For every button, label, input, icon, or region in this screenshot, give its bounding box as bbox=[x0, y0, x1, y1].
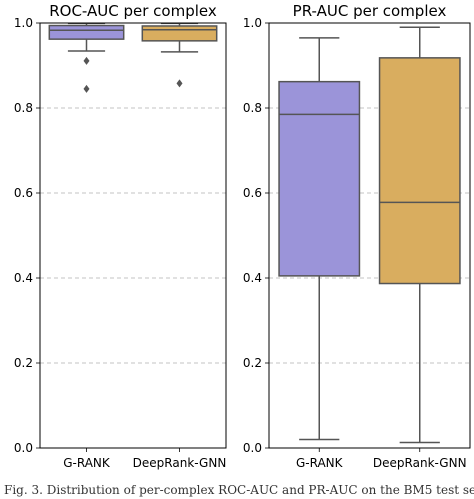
x-tick-label: DeepRank-GNN bbox=[373, 456, 467, 470]
y-tick-label: 0.2 bbox=[14, 356, 33, 370]
outlier-point bbox=[176, 79, 183, 88]
box-g-rank bbox=[278, 80, 361, 277]
y-tick-label: 0.4 bbox=[14, 271, 33, 285]
outlier-point bbox=[83, 84, 90, 93]
y-tick-label: 0.6 bbox=[243, 186, 262, 200]
y-tick-label: 0.4 bbox=[243, 271, 262, 285]
plot-frame bbox=[268, 22, 471, 449]
figure-caption: Fig. 3. Distribution of per-complex ROC-… bbox=[4, 483, 474, 497]
y-tick-label: 0.0 bbox=[243, 441, 262, 455]
chart-panel-2: 0.0 0.2 0.4 0.6 0.8 1.0 G-RANK DeepRank-GNN PR-A… bbox=[243, 2, 471, 470]
chart-title: PR-AUC per complex bbox=[293, 2, 447, 20]
y-tick-label: 0.2 bbox=[243, 356, 262, 370]
box-deeprank-gnn bbox=[141, 25, 218, 42]
chart-title: ROC-AUC per complex bbox=[49, 2, 217, 20]
y-tick-label: 0.8 bbox=[243, 101, 262, 115]
box-deeprank-gnn bbox=[378, 57, 461, 285]
box-g-rank bbox=[48, 24, 125, 40]
y-tick-label: 1.0 bbox=[14, 16, 33, 30]
plot-frame bbox=[39, 22, 227, 449]
x-tick-label: G-RANK bbox=[63, 456, 111, 470]
x-tick-label: G-RANK bbox=[296, 456, 344, 470]
y-tick-label: 0.8 bbox=[14, 101, 33, 115]
y-tick-label: 1.0 bbox=[243, 16, 262, 30]
x-tick-label: DeepRank-GNN bbox=[133, 456, 227, 470]
chart-panel-1: 0.0 0.2 0.4 0.6 0.8 1.0 G-RANK DeepRank-GNN ROC-… bbox=[14, 2, 227, 470]
y-tick-label: 0.0 bbox=[14, 441, 33, 455]
y-tick-label: 0.6 bbox=[14, 186, 33, 200]
outlier-point bbox=[83, 56, 90, 65]
